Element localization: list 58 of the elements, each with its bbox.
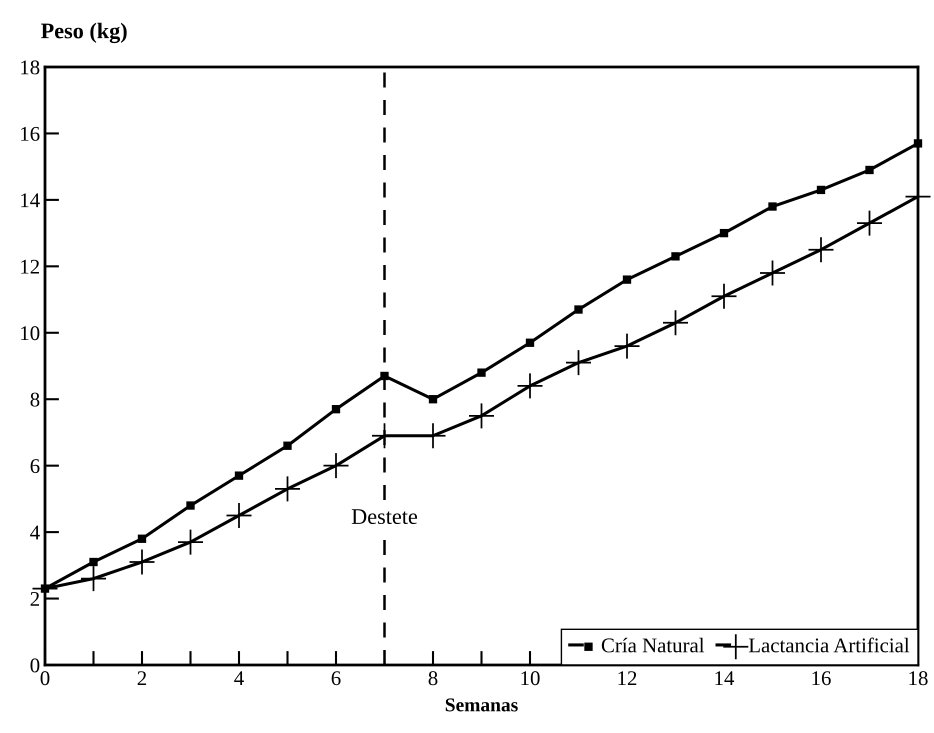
- point: [234, 471, 244, 480]
- legend-label: Lactancia Artificial: [748, 638, 910, 652]
- x-tick-label: 10: [521, 671, 540, 686]
- point: [720, 228, 728, 238]
- x-tick-label: 0: [40, 671, 50, 686]
- point: [130, 550, 154, 575]
- point: [275, 476, 300, 502]
- point: [671, 252, 680, 261]
- point: [477, 368, 486, 377]
- point: [808, 237, 834, 262]
- y-tick-label: 12: [21, 260, 39, 274]
- point: [566, 350, 591, 376]
- point: [283, 442, 292, 450]
- point: [380, 372, 389, 380]
- y-tick-label: 0: [30, 658, 40, 672]
- point: [614, 334, 640, 359]
- point: [712, 284, 736, 309]
- y-tick-label: 16: [21, 126, 40, 141]
- point: [428, 395, 438, 404]
- x-tick-label: 4: [234, 671, 244, 686]
- point: [857, 210, 882, 236]
- y-tick-label: 8: [30, 392, 40, 407]
- point: [81, 566, 106, 592]
- point: [178, 530, 203, 555]
- x-axis-title: Semanas: [446, 698, 518, 712]
- x-tick-label: 18: [909, 671, 928, 686]
- point: [324, 453, 348, 478]
- y-tick-label: 14: [21, 193, 40, 208]
- point: [469, 403, 494, 428]
- point: [914, 139, 922, 148]
- y-tick-label: 4: [30, 526, 40, 540]
- point: [518, 373, 542, 398]
- x-tick-label: 16: [812, 671, 831, 686]
- point: [574, 305, 583, 314]
- x-tick-label: 6: [332, 671, 341, 686]
- x-tick-label: 8: [428, 671, 438, 686]
- point: [226, 503, 252, 528]
- point: [332, 405, 340, 414]
- point: [622, 275, 632, 284]
- x-tick-label: 14: [715, 671, 734, 686]
- x-tick-label: 12: [618, 671, 636, 686]
- y-axis-title: Peso (kg): [41, 22, 127, 44]
- y-tick-label: 2: [30, 592, 39, 606]
- point: [816, 186, 826, 194]
- y-tick-label: 10: [21, 326, 40, 340]
- y-tick-label: 6: [30, 459, 40, 474]
- y-tick-label: 18: [21, 60, 40, 74]
- x-tick-label: 2: [138, 671, 146, 686]
- ref-line-label: Destete: [352, 509, 418, 524]
- point: [768, 202, 777, 211]
- point: [663, 310, 688, 336]
- point: [760, 260, 785, 286]
- legend-label: Cría Natural: [602, 638, 704, 652]
- point: [138, 534, 146, 543]
- point: [865, 166, 874, 174]
- point: [186, 501, 195, 510]
- point: [526, 338, 534, 347]
- point: [89, 558, 98, 566]
